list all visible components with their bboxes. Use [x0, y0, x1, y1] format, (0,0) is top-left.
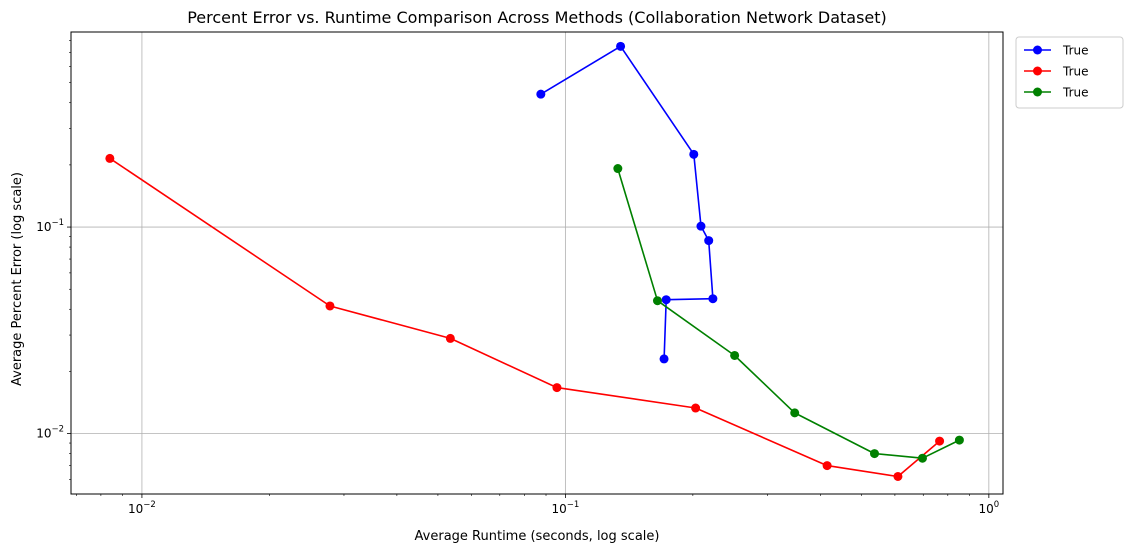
legend-label: True: [1062, 65, 1089, 79]
data-point: [552, 383, 562, 393]
x-tick-label: 10−1: [551, 500, 579, 516]
data-point: [445, 333, 455, 343]
x-tick-label: 100: [978, 500, 999, 516]
y-tick-label: 10−1: [36, 218, 64, 234]
data-point: [613, 164, 623, 174]
grid: [71, 32, 1003, 494]
legend: True True True: [1015, 36, 1124, 109]
data-point: [536, 89, 546, 99]
data-point: [822, 461, 832, 471]
data-point: [616, 41, 626, 51]
chart-title: Percent Error vs. Runtime Comparison Acr…: [187, 8, 887, 27]
data-point: [659, 354, 669, 364]
legend-item: True: [1024, 44, 1089, 58]
data-point: [790, 408, 800, 418]
y-axis-label: Average Percent Error (log scale): [10, 172, 25, 386]
data-point: [704, 236, 714, 246]
legend-label: True: [1062, 44, 1089, 58]
series-1: [536, 41, 718, 364]
data-point: [935, 436, 945, 446]
data-point: [917, 453, 927, 463]
legend-item: True: [1024, 65, 1089, 79]
data-point: [105, 153, 115, 163]
data-point: [696, 221, 706, 231]
series-layer: [105, 41, 964, 481]
legend-swatch-marker: [1033, 66, 1042, 76]
data-point: [893, 471, 903, 481]
data-point: [652, 296, 662, 306]
data-point: [689, 149, 699, 159]
data-point: [954, 435, 964, 445]
series-line: [617, 168, 960, 460]
data-point: [691, 403, 701, 413]
legend-swatch-marker: [1033, 45, 1042, 55]
data-point: [708, 294, 718, 304]
x-tick-label: 10−2: [128, 500, 156, 516]
legend-label: True: [1062, 86, 1089, 100]
data-point: [730, 350, 740, 360]
y-tick-label: 10−2: [36, 425, 64, 441]
series-line: [109, 157, 941, 478]
legend-item: True: [1024, 86, 1089, 100]
axis-ticks: 10−2 10−1 100 10−2 10−1: [36, 40, 999, 516]
data-point: [661, 295, 671, 305]
series-2: [105, 153, 945, 481]
data-point: [870, 449, 880, 459]
data-point: [325, 301, 335, 311]
x-axis-label: Average Runtime (seconds, log scale): [415, 529, 660, 544]
legend-swatch-marker: [1033, 87, 1042, 97]
plot-area: [70, 31, 1004, 495]
series-3: [613, 164, 964, 463]
legend-box: [1015, 36, 1124, 109]
series-line: [540, 45, 714, 359]
